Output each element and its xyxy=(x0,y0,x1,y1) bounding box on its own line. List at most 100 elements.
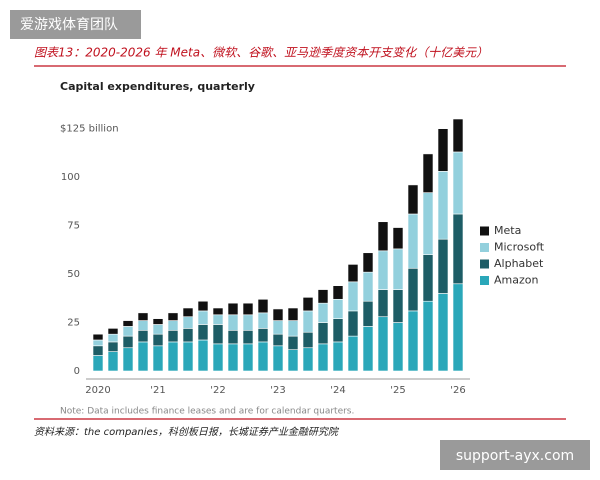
legend-label: Meta xyxy=(494,224,521,237)
bar-segment xyxy=(107,351,119,372)
y-tick-label: 0 xyxy=(74,366,80,377)
bar-segment xyxy=(347,335,359,372)
bar-segment xyxy=(362,326,374,372)
bar-segment xyxy=(362,252,374,273)
source: 资料来源：the companies，科创板日报，长城证券产业金融研究院 xyxy=(34,426,340,438)
bar-segment xyxy=(437,293,449,372)
bar-segment xyxy=(317,302,329,323)
watermark: 爱游戏体育团队 xyxy=(20,17,118,33)
bar-segment xyxy=(347,281,359,312)
bar-segment xyxy=(92,339,104,347)
bar-segment xyxy=(242,314,254,331)
x-tick-label: '21 xyxy=(150,385,165,396)
bar-segment xyxy=(302,331,314,349)
watermark-box xyxy=(10,10,141,39)
bar-segment xyxy=(152,324,164,335)
legend-label: Alphabet xyxy=(494,257,544,270)
bar-segment xyxy=(332,298,344,319)
bar-segment xyxy=(122,320,134,327)
legend-label: Amazon xyxy=(494,274,538,287)
bar-segment xyxy=(377,316,389,372)
bar-segment xyxy=(347,310,359,337)
bar-segment xyxy=(227,343,239,372)
bar-segment xyxy=(182,307,194,318)
bar-segment xyxy=(107,328,119,335)
bar-segment xyxy=(197,300,209,312)
bar-segment xyxy=(452,151,464,215)
chart-note: Note: Data includes finance leases and a… xyxy=(60,407,354,417)
bar-segment xyxy=(152,318,164,325)
x-tick-label: '24 xyxy=(330,385,345,396)
bar-segment xyxy=(122,335,134,349)
bar-segment xyxy=(362,300,374,327)
bar-segment xyxy=(227,314,239,331)
bar-segment xyxy=(92,345,104,356)
bar-segment xyxy=(197,310,209,325)
bar-segment xyxy=(182,341,194,372)
bar-segment xyxy=(107,333,119,343)
bar-segment xyxy=(287,335,299,350)
x-tick-label: '26 xyxy=(450,385,465,396)
bar-segment xyxy=(422,192,434,255)
chart-title: Capital expenditures, quarterly xyxy=(60,80,255,93)
bar-segment xyxy=(257,298,269,314)
legend-swatch xyxy=(480,243,489,252)
y-tick-label: 50 xyxy=(67,269,80,280)
bar-segment xyxy=(377,289,389,318)
bar-segment xyxy=(227,329,239,345)
bar-segment xyxy=(197,339,209,372)
bar-segment xyxy=(287,320,299,337)
bar-segment xyxy=(317,289,329,304)
bar-segment xyxy=(302,297,314,312)
bar-segment xyxy=(437,171,449,240)
bar-segment xyxy=(167,329,179,343)
bar-segment xyxy=(272,320,284,335)
x-tick-label: '25 xyxy=(390,385,405,396)
bar-segment xyxy=(182,328,194,343)
bar-segment xyxy=(332,285,344,300)
bar-segment xyxy=(422,153,434,193)
bar-segment xyxy=(272,308,284,321)
bar-segment xyxy=(137,329,149,343)
y-tick-label: 25 xyxy=(67,318,80,329)
bar-segment xyxy=(407,184,419,215)
x-tick-label: 2020 xyxy=(85,385,110,396)
x-tick-label: '23 xyxy=(270,385,285,396)
bar-segment xyxy=(347,264,359,283)
bar-segment xyxy=(392,322,404,372)
bar-segment xyxy=(242,329,254,345)
bar-segment xyxy=(92,355,104,372)
bar-segment xyxy=(227,302,239,316)
bar-segment xyxy=(377,250,389,290)
bar-segment xyxy=(122,347,134,372)
bar-segment xyxy=(422,300,434,372)
bar-segment xyxy=(152,333,164,347)
bar-segment xyxy=(407,213,419,269)
bar-segment xyxy=(137,341,149,372)
bar-segment xyxy=(107,341,119,352)
bar-segment xyxy=(242,343,254,372)
header-title: 图表13：2020-2026 年 Meta、微软、谷歌、亚马逊季度资本开支变化（… xyxy=(34,46,488,60)
y-tick-label: 75 xyxy=(67,221,80,232)
bar-segment xyxy=(452,283,464,372)
bar-segment xyxy=(152,345,164,372)
bar-segment xyxy=(317,322,329,345)
bar-segment xyxy=(452,118,464,153)
footer-link: support-ayx.com xyxy=(456,448,574,464)
y-tick-label: 100 xyxy=(61,172,80,183)
bar-segment xyxy=(332,341,344,372)
bar-segment xyxy=(167,341,179,372)
bar-segment xyxy=(272,333,284,347)
legend-swatch xyxy=(480,226,489,236)
bar-segment xyxy=(197,324,209,341)
bar-segment xyxy=(362,271,374,302)
bar-segment xyxy=(212,314,224,325)
bar-segment xyxy=(452,213,464,285)
bar-segment xyxy=(92,333,104,341)
bar-segment xyxy=(167,312,179,321)
bar-segment xyxy=(212,307,224,316)
y-tick-label: $125 billion xyxy=(60,124,119,135)
bar-segment xyxy=(272,345,284,372)
